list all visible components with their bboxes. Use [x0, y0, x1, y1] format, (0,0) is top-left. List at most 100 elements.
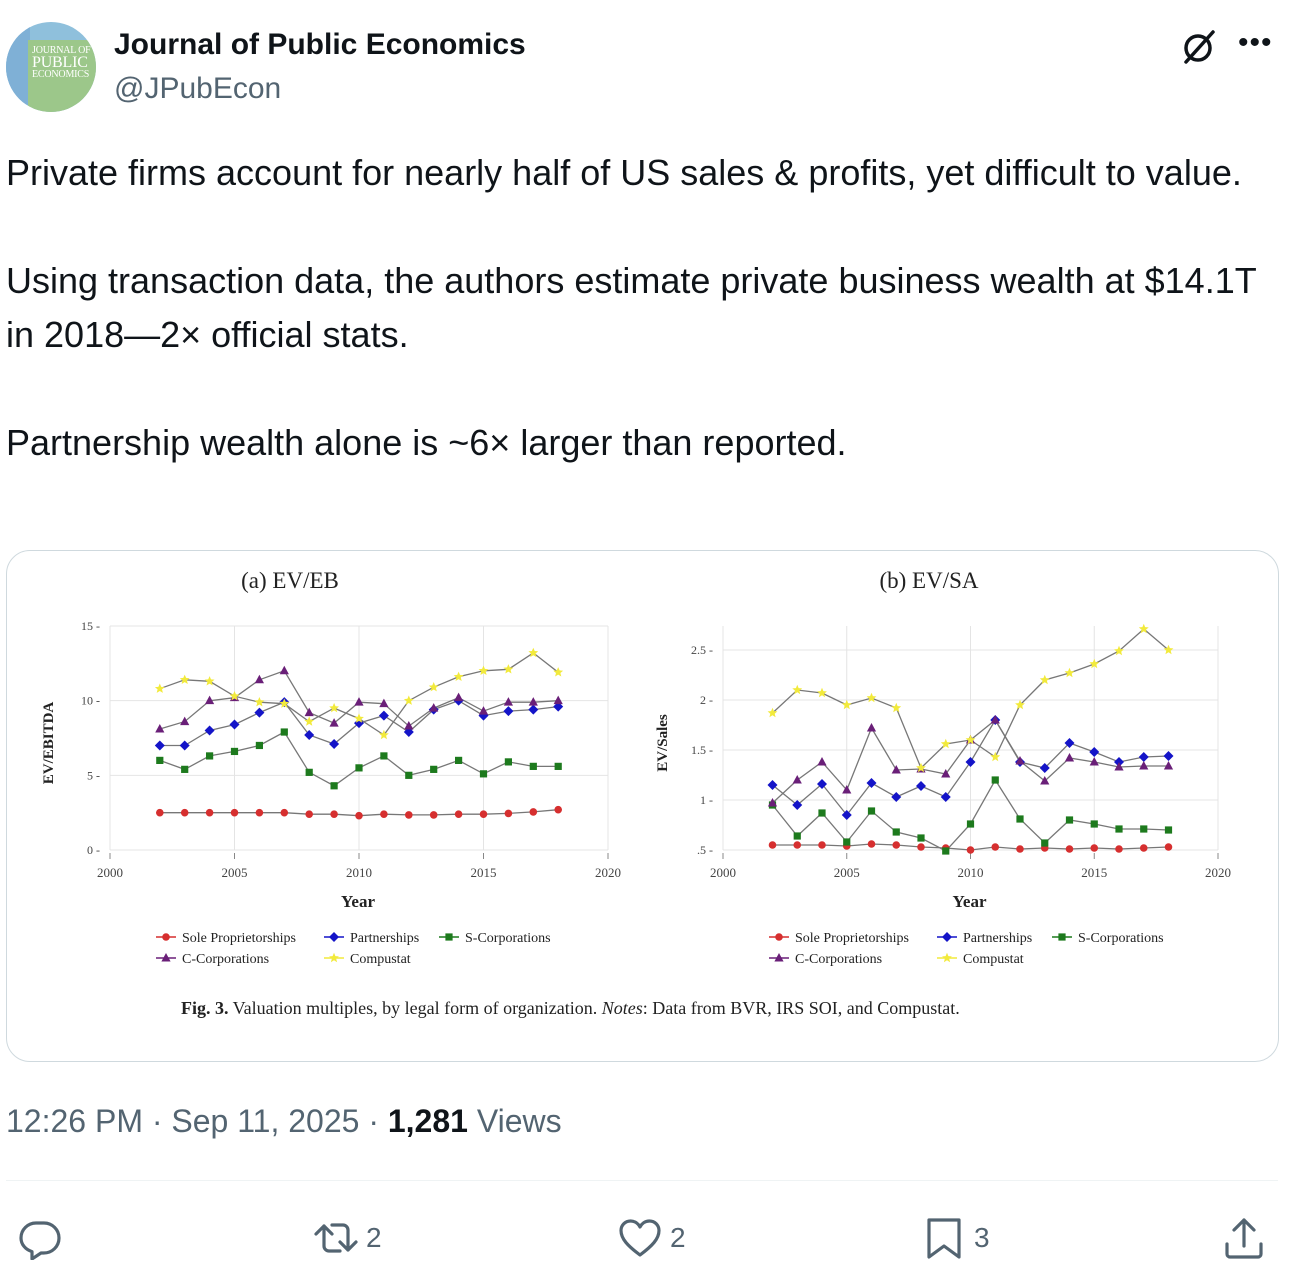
data-point-partnerships: [179, 740, 190, 751]
data-point-ccorp: [180, 716, 190, 726]
avatar-cover: [28, 40, 96, 112]
data-point-sole: [966, 846, 975, 854]
data-point-ccorp: [941, 769, 951, 778]
data-point-partnerships: [817, 779, 827, 789]
more-options-icon[interactable]: •••: [1238, 26, 1273, 59]
data-point-sole: [454, 810, 463, 818]
data-point-scorp: [867, 807, 876, 815]
data-point-ccorp: [767, 798, 778, 807]
data-point-ccorp: [1064, 753, 1075, 762]
reply-button[interactable]: [18, 1212, 62, 1264]
tweet-media-image[interactable]: (a) EV/EB 0 - 5 - 10 - 15 - 2000 2005 2010 2015 2…: [6, 550, 1279, 1062]
tweet-paragraph-1: Private firms account for nearly half of…: [6, 152, 1242, 193]
x-tick-label: 2005: [222, 865, 248, 880]
data-point-compustat: [428, 682, 439, 692]
data-point-sole: [991, 843, 1000, 851]
x-tick-label: 2010: [958, 865, 984, 880]
data-point-sole: [1016, 845, 1024, 853]
data-point-scorp: [917, 834, 925, 842]
data-point-sole: [1065, 845, 1074, 853]
data-point-sole: [818, 841, 826, 849]
data-point-compustat: [179, 674, 190, 684]
data-point-ccorp: [205, 695, 215, 705]
data-point-ccorp: [817, 757, 827, 766]
account-name[interactable]: Journal of Public Economics: [114, 28, 526, 61]
data-point-compustat: [354, 713, 364, 723]
data-point-partnerships: [916, 781, 926, 791]
data-point-compustat: [379, 729, 389, 740]
data-point-sole: [429, 811, 438, 819]
bookmark-icon: [927, 1218, 961, 1259]
data-point-compustat: [866, 692, 877, 703]
like-button[interactable]: 2: [618, 1212, 686, 1264]
tweet-date[interactable]: Sep 11, 2025: [171, 1103, 360, 1139]
data-point-sole: [305, 810, 314, 818]
data-point-scorp: [554, 762, 562, 770]
caption-label: Fig. 3.: [181, 998, 229, 1018]
data-point-compustat: [478, 665, 489, 675]
avatar-logo-line1: JOURNAL OF: [32, 45, 91, 56]
data-point-partnerships: [154, 740, 165, 751]
data-point-scorp: [966, 820, 975, 828]
grok-icon[interactable]: [1180, 28, 1218, 66]
data-point-scorp: [255, 741, 263, 750]
data-point-scorp: [305, 768, 313, 776]
share-button[interactable]: [1222, 1212, 1266, 1264]
avatar[interactable]: JOURNAL OF PUBLIC ECONOMICS: [6, 22, 96, 112]
legend-label: S-Corporations: [1078, 931, 1164, 946]
data-point-ccorp: [1040, 776, 1050, 785]
retweet-count: 2: [366, 1222, 382, 1253]
data-point-compustat: [817, 687, 827, 698]
data-point-sole: [280, 808, 289, 817]
data-point-sole: [255, 808, 264, 817]
data-point-scorp: [1090, 820, 1098, 828]
legend-label: Sole Proprietorships: [182, 931, 296, 946]
legend-marker-sole: [162, 933, 170, 941]
data-point-partnerships: [1064, 738, 1075, 748]
data-point-partnerships: [1138, 752, 1149, 762]
data-point-compustat: [229, 691, 240, 701]
y-tick-label: 1 -: [700, 793, 713, 807]
caption-notes-label: Notes: [601, 998, 643, 1018]
caption-text: Valuation multiples, by legal form of or…: [229, 998, 602, 1018]
avatar-logo-line3: ECONOMICS: [32, 69, 90, 80]
data-point-ccorp: [354, 697, 364, 706]
data-point-ccorp: [1114, 762, 1124, 771]
figure-caption: Fig. 3. Valuation multiples, by legal fo…: [181, 998, 960, 1018]
data-point-scorp: [1065, 816, 1074, 824]
data-point-partnerships: [965, 757, 976, 767]
y-axis-label: EV/Sales: [655, 714, 671, 772]
data-point-ccorp: [404, 721, 414, 730]
data-point-ccorp: [1139, 761, 1149, 770]
data-point-compustat: [792, 684, 803, 695]
tweet-time[interactable]: 12:26 PM: [6, 1103, 143, 1139]
legend-marker-partnerships: [942, 932, 952, 942]
data-point-scorp: [330, 782, 338, 790]
data-point-ccorp: [528, 697, 538, 706]
data-point-ccorp: [155, 724, 165, 733]
data-point-compustat: [304, 716, 315, 726]
data-point-ccorp: [329, 718, 339, 727]
data-point-compustat: [1163, 644, 1174, 655]
data-point-compustat: [204, 676, 215, 686]
retweet-button[interactable]: 2: [314, 1212, 382, 1264]
data-point-ccorp: [792, 775, 802, 784]
legend-label: C-Corporations: [795, 952, 882, 967]
data-point-ccorp: [304, 707, 314, 717]
data-point-partnerships: [940, 792, 951, 802]
avatar-logo-line2: PUBLIC: [32, 54, 88, 71]
legend-label: Sole Proprietorships: [795, 931, 909, 946]
bookmark-button[interactable]: 3: [922, 1212, 990, 1264]
data-point-ccorp: [279, 665, 289, 675]
data-point-scorp: [892, 828, 900, 836]
data-point-sole: [405, 811, 413, 819]
data-point-partnerships: [866, 778, 877, 788]
data-point-compustat: [990, 751, 1001, 762]
account-handle[interactable]: @JPubEcon: [114, 72, 282, 105]
x-tick-label: 2000: [710, 865, 736, 880]
legend-marker-scorp: [1058, 933, 1066, 941]
y-tick-label: 1.5 -: [691, 743, 713, 757]
data-point-scorp: [206, 752, 214, 760]
data-point-sole: [892, 841, 901, 849]
data-point-compustat: [940, 738, 951, 749]
